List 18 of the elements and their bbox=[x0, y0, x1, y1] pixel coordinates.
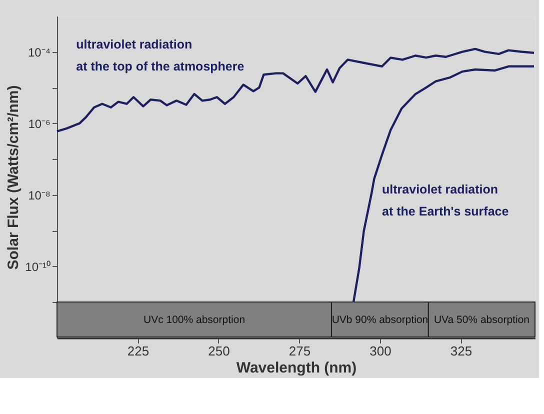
x-tick-label: 275 bbox=[288, 344, 311, 358]
x-tick-label: 300 bbox=[370, 344, 392, 358]
y-tick-label: 10⁻¹⁰ bbox=[25, 260, 50, 274]
annotation: ultraviolet radiation at the Earth's surface bbox=[382, 182, 509, 218]
band-label: UVc 100% absorption bbox=[143, 314, 246, 326]
x-tick-label: 225 bbox=[127, 344, 150, 358]
y-tick-label: 10⁻⁴ bbox=[28, 45, 50, 60]
y-tick-label: 10⁻⁸ bbox=[28, 188, 50, 202]
band-label: UVb 90% absorption bbox=[332, 314, 428, 326]
y-tick-label: 10⁻⁶ bbox=[28, 116, 51, 131]
line-series bbox=[56, 48, 536, 132]
x-tick-label: 325 bbox=[450, 344, 472, 358]
band-label: UVa 50% absorption bbox=[434, 314, 530, 326]
y-axis-title: Solar Flux (Watts/cm²/nm) bbox=[5, 85, 22, 270]
line-series bbox=[352, 65, 536, 304]
annotation: ultraviolet radiation at the top of the atmosphere bbox=[76, 38, 244, 74]
x-tick-label: 250 bbox=[208, 344, 230, 358]
x-axis-title: Wavelength (nm) bbox=[236, 360, 357, 376]
